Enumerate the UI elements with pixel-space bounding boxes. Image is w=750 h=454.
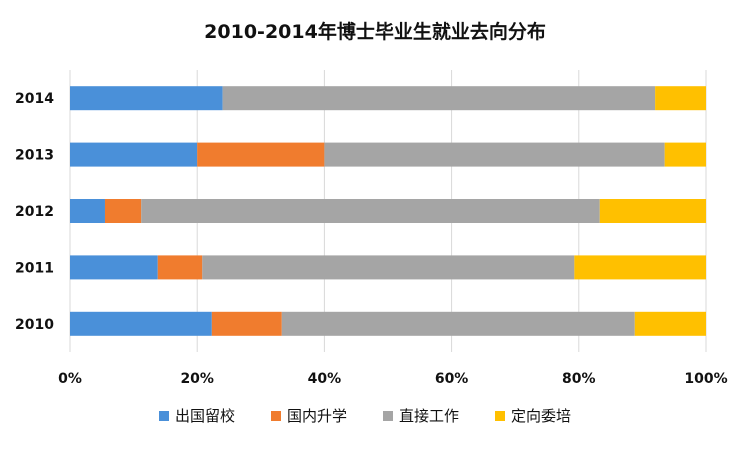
bar-segment: [197, 142, 325, 167]
x-tick-label: 20%: [180, 371, 214, 387]
x-tick-label: 40%: [308, 371, 342, 387]
chart-title: 2010-2014年博士毕业生就业去向分布: [204, 20, 546, 43]
x-tick-label: 80%: [562, 371, 596, 387]
bar-segment: [70, 311, 212, 336]
bar-segment: [70, 86, 223, 111]
bar-segment: [599, 199, 706, 223]
legend-label: 直接工作: [399, 407, 459, 425]
bar-segment: [202, 255, 575, 280]
bar-segment: [324, 142, 665, 167]
bar-segment: [157, 255, 203, 280]
legend-swatch: [271, 411, 281, 421]
x-tick-label: 60%: [435, 371, 469, 387]
bars: [70, 86, 706, 336]
legend-swatch: [495, 411, 505, 421]
bar-segment: [70, 142, 198, 167]
bar-segment: [104, 199, 142, 223]
y-category-label: 2010: [15, 317, 54, 333]
y-category-label: 2013: [15, 148, 54, 164]
legend: 出国留校 国内升学 直接工作 定向委培: [159, 407, 571, 425]
bar-segment: [664, 142, 706, 167]
bar-segment: [70, 255, 158, 280]
bar-segment: [70, 199, 105, 223]
legend-swatch: [159, 411, 169, 421]
bar-segment: [655, 86, 706, 111]
y-category-label: 2011: [15, 260, 54, 276]
legend-label: 定向委培: [511, 407, 571, 425]
legend-label: 国内升学: [287, 407, 347, 425]
bar-segment: [222, 86, 656, 111]
y-category-label: 2012: [15, 204, 54, 220]
legend-swatch: [383, 411, 393, 421]
legend-label: 出国留校: [175, 407, 235, 425]
bar-segment: [141, 199, 600, 223]
bar-segment: [634, 311, 706, 336]
x-tick-label: 0%: [58, 371, 82, 387]
bar-segment: [211, 311, 282, 336]
x-tick-label: 100%: [684, 371, 727, 387]
bar-segment: [281, 311, 635, 336]
bar-segment: [574, 255, 706, 280]
axes: 0% 20% 40% 60% 80% 100% 2010 2011 2012 2013 2014: [15, 91, 728, 387]
y-category-label: 2014: [15, 91, 54, 107]
